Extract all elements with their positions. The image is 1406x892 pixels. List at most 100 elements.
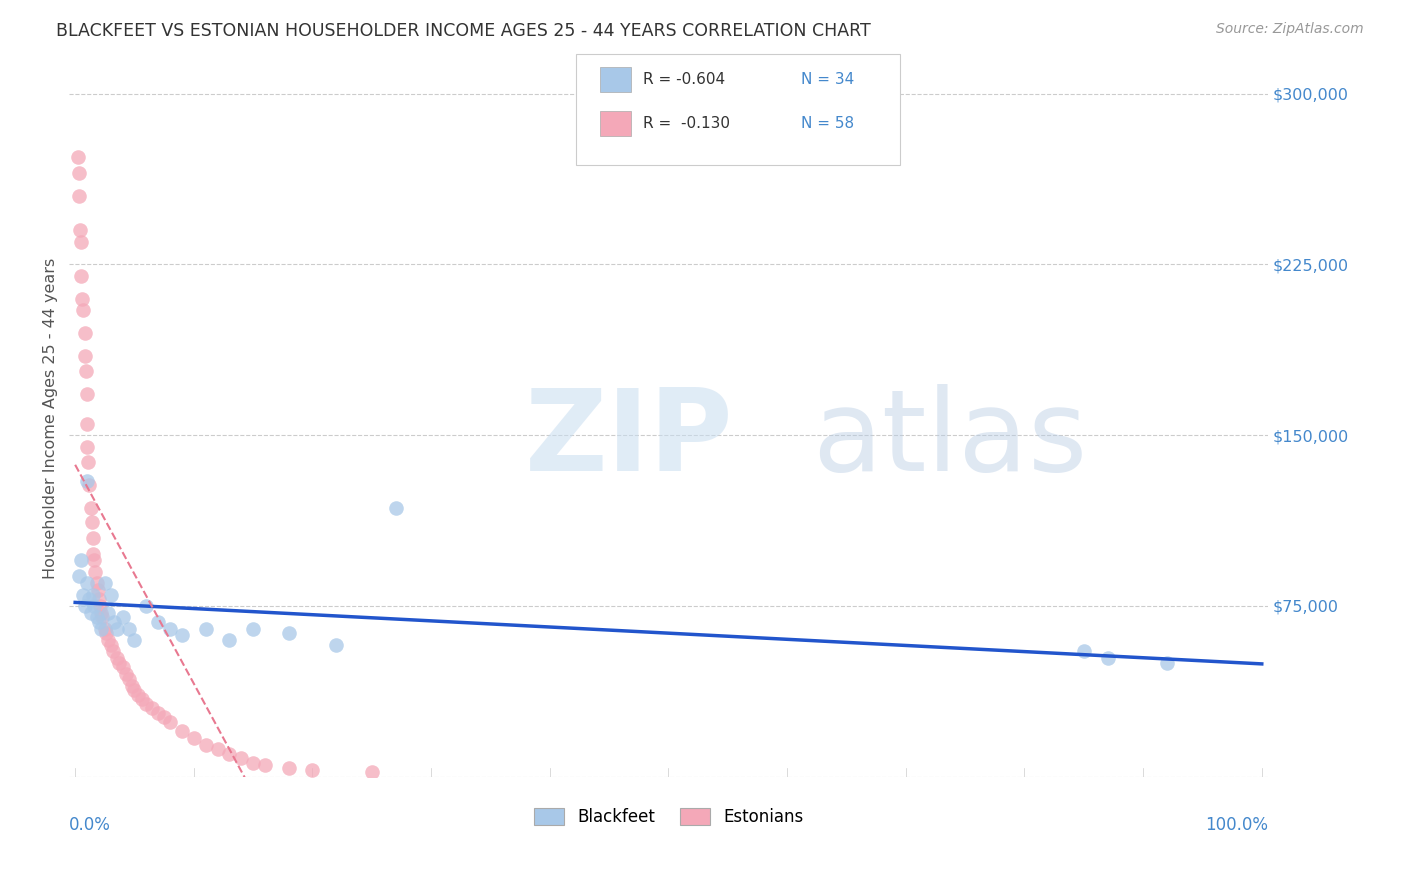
Point: [277, 760, 299, 774]
Text: 100.0%: 100.0%: [1205, 816, 1268, 834]
Point: [111, 610, 134, 624]
Point: [301, 763, 323, 777]
Point: [91, 610, 114, 624]
Text: N = 34: N = 34: [801, 72, 855, 87]
Point: [111, 660, 134, 674]
Legend: Blackfeet, Estonians: Blackfeet, Estonians: [527, 801, 810, 833]
Text: Source: ZipAtlas.com: Source: ZipAtlas.com: [1216, 22, 1364, 37]
Text: BLACKFEET VS ESTONIAN HOUSEHOLDER INCOME AGES 25 - 44 YEARS CORRELATION CHART: BLACKFEET VS ESTONIAN HOUSEHOLDER INCOME…: [56, 22, 870, 40]
Point: [79, 606, 101, 620]
Point: [194, 738, 217, 752]
Point: [325, 638, 347, 652]
Point: [121, 679, 143, 693]
Point: [87, 592, 110, 607]
Point: [194, 622, 217, 636]
Text: 0.0%: 0.0%: [69, 816, 111, 834]
Point: [253, 758, 276, 772]
Text: atlas: atlas: [813, 384, 1087, 495]
Point: [82, 588, 104, 602]
Point: [135, 599, 157, 613]
Point: [141, 701, 163, 715]
Point: [183, 731, 205, 745]
Point: [76, 387, 98, 401]
Point: [100, 638, 122, 652]
Text: N = 58: N = 58: [801, 117, 855, 131]
Point: [67, 569, 90, 583]
Point: [76, 440, 98, 454]
Text: R =  -0.130: R = -0.130: [643, 117, 730, 131]
Point: [159, 622, 181, 636]
Point: [131, 692, 153, 706]
Point: [1156, 656, 1178, 670]
Point: [242, 756, 264, 770]
Point: [103, 615, 125, 629]
Point: [73, 599, 96, 613]
Point: [105, 622, 128, 636]
Point: [67, 189, 90, 203]
Y-axis label: Householder Income Ages 25 - 44 years: Householder Income Ages 25 - 44 years: [44, 258, 58, 579]
Point: [76, 417, 98, 431]
Point: [1073, 644, 1095, 658]
Point: [148, 615, 170, 629]
Point: [170, 724, 193, 739]
Point: [70, 235, 93, 249]
Point: [76, 576, 98, 591]
Point: [117, 672, 139, 686]
Point: [82, 531, 104, 545]
Point: [97, 633, 120, 648]
Text: ZIP: ZIP: [524, 384, 733, 495]
Point: [72, 303, 94, 318]
Point: [90, 606, 112, 620]
Point: [79, 592, 101, 607]
Point: [117, 622, 139, 636]
Point: [90, 622, 112, 636]
Point: [115, 667, 138, 681]
Point: [148, 706, 170, 720]
Point: [101, 644, 124, 658]
Point: [135, 697, 157, 711]
Point: [124, 683, 146, 698]
Point: [218, 747, 240, 761]
Point: [80, 515, 103, 529]
Point: [153, 710, 176, 724]
Point: [72, 292, 94, 306]
Point: [70, 268, 93, 283]
Point: [79, 478, 101, 492]
Point: [127, 688, 149, 702]
Point: [75, 364, 97, 378]
Point: [108, 656, 131, 670]
Point: [94, 622, 117, 636]
Point: [159, 714, 181, 729]
Point: [82, 547, 104, 561]
Point: [231, 751, 253, 765]
Point: [170, 628, 193, 642]
Point: [207, 742, 229, 756]
Point: [105, 651, 128, 665]
Point: [94, 576, 117, 591]
Point: [73, 326, 96, 340]
Point: [66, 151, 89, 165]
Point: [86, 582, 108, 597]
Point: [360, 765, 382, 780]
Point: [242, 622, 264, 636]
Point: [89, 599, 111, 613]
Point: [77, 455, 100, 469]
Point: [87, 615, 110, 629]
Point: [86, 610, 108, 624]
Point: [67, 166, 90, 180]
Point: [76, 474, 98, 488]
Point: [79, 501, 101, 516]
Point: [72, 588, 94, 602]
Point: [73, 349, 96, 363]
Point: [83, 553, 105, 567]
Point: [69, 223, 91, 237]
Point: [83, 599, 105, 613]
Text: R = -0.604: R = -0.604: [643, 72, 724, 87]
Point: [100, 588, 122, 602]
Point: [94, 626, 117, 640]
Point: [84, 565, 107, 579]
Point: [86, 576, 108, 591]
Point: [70, 553, 93, 567]
Point: [218, 633, 240, 648]
Point: [97, 606, 120, 620]
